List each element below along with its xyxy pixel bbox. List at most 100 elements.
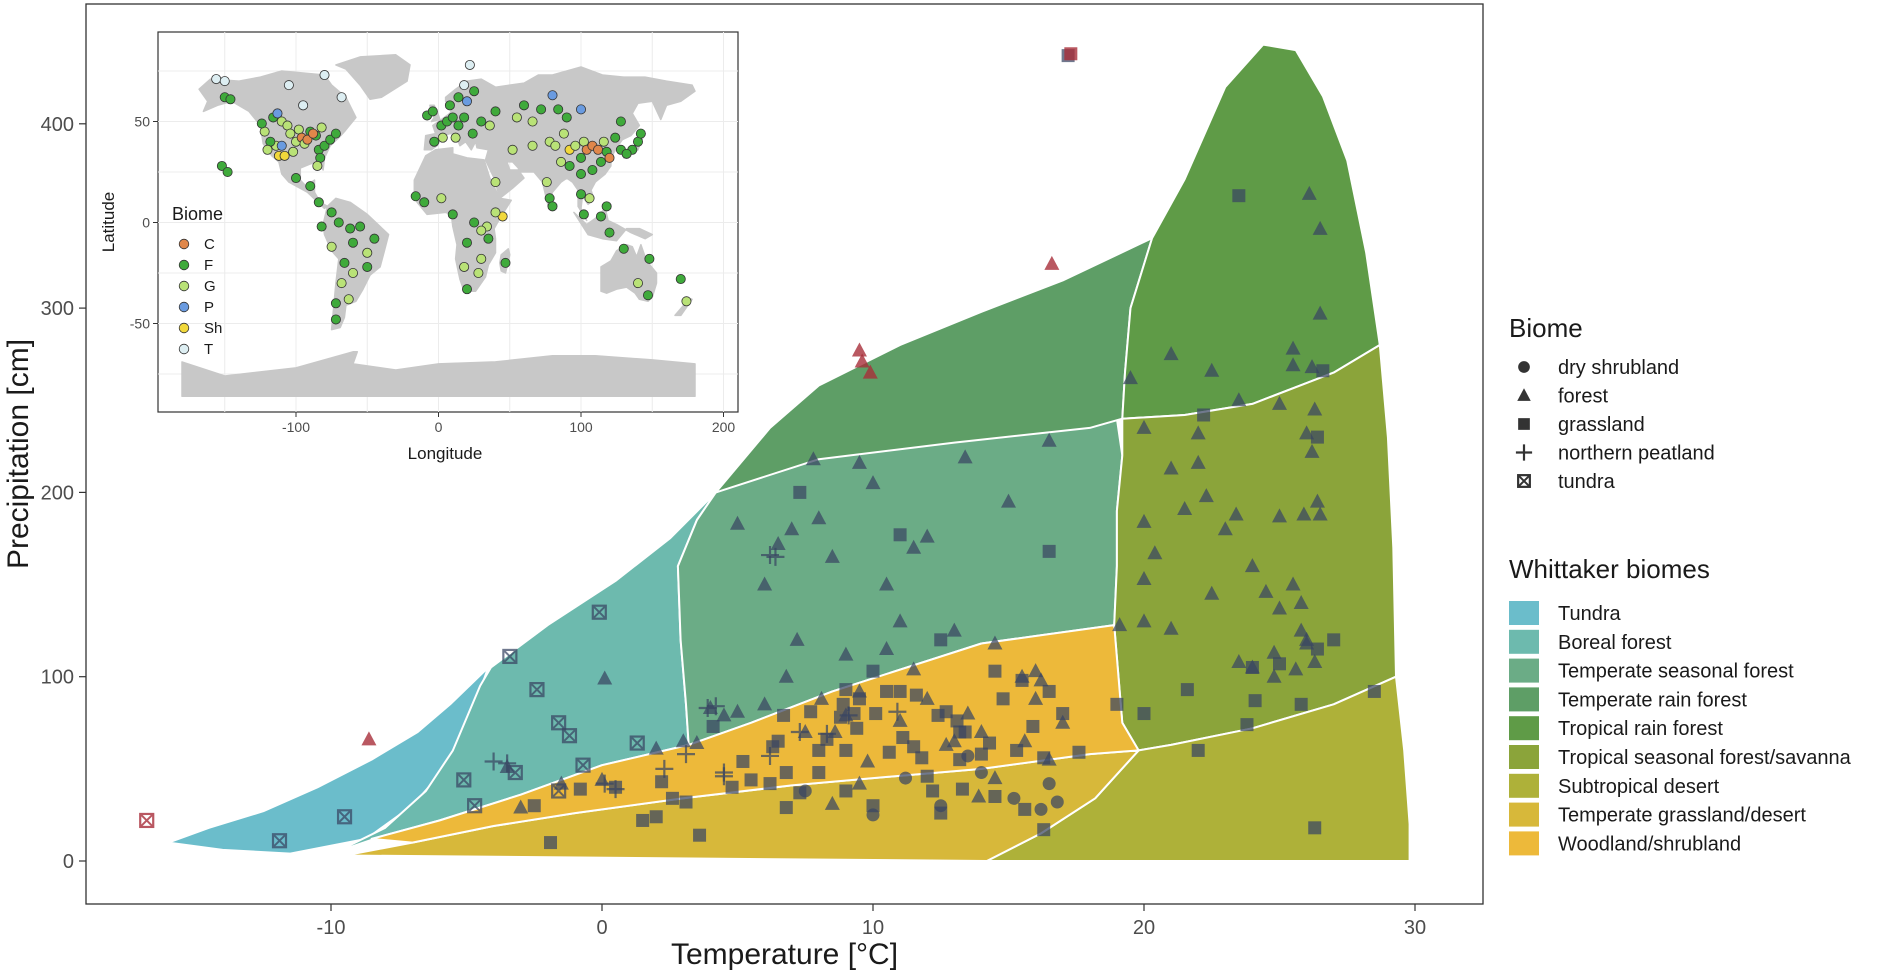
x-tick-label: 10 bbox=[862, 917, 884, 939]
inset-site bbox=[483, 233, 494, 244]
point-square bbox=[779, 766, 793, 780]
point-triangle bbox=[906, 539, 922, 554]
point-square bbox=[931, 708, 945, 722]
inset-site bbox=[437, 132, 448, 143]
inset-site bbox=[469, 217, 480, 228]
point-triangle bbox=[1312, 506, 1328, 521]
point-triangle bbox=[1198, 488, 1214, 503]
inset-legend-label: C bbox=[204, 236, 215, 253]
point-square bbox=[1110, 697, 1124, 711]
point-triangle bbox=[1147, 545, 1163, 560]
inset-site bbox=[593, 144, 604, 155]
land-antarctica bbox=[181, 351, 696, 397]
inset-site bbox=[326, 241, 337, 252]
inset-site bbox=[576, 189, 587, 200]
point-square bbox=[1072, 745, 1086, 759]
inset-site bbox=[336, 92, 347, 103]
point-triangle bbox=[1288, 661, 1304, 676]
point-square bbox=[915, 751, 929, 765]
point-triangle bbox=[1312, 305, 1328, 320]
point-triangle bbox=[892, 712, 908, 727]
inset-site bbox=[447, 112, 458, 123]
inset-site bbox=[216, 160, 227, 171]
point-circle bbox=[1007, 791, 1021, 805]
inset-site bbox=[339, 257, 350, 268]
inset-site bbox=[500, 257, 511, 268]
point-triangle bbox=[1312, 220, 1328, 235]
point-square bbox=[1197, 408, 1211, 422]
point-triangle bbox=[838, 646, 854, 661]
point-triangle bbox=[1272, 600, 1287, 615]
point-square bbox=[882, 745, 896, 759]
inset-site bbox=[333, 217, 344, 228]
inset-sites bbox=[211, 59, 692, 325]
point-triangle bbox=[1122, 370, 1138, 385]
point-triangle bbox=[784, 521, 800, 536]
point-square bbox=[983, 736, 997, 750]
inset-map: -100 0 100 200 -50 0 50 Longitude Latitude Biome C… bbox=[99, 31, 739, 463]
land-greenland bbox=[335, 54, 411, 101]
inset-site bbox=[283, 80, 294, 91]
point-square bbox=[736, 754, 750, 768]
inset-site bbox=[476, 225, 487, 236]
point-triangle bbox=[851, 454, 867, 469]
point-triangle bbox=[1177, 500, 1193, 515]
inset-x-tick-label: -100 bbox=[282, 419, 310, 435]
point-triangle bbox=[1296, 506, 1312, 521]
point-square bbox=[744, 773, 758, 787]
point-boxx bbox=[502, 648, 518, 665]
point-plus bbox=[677, 745, 696, 764]
point-triangle bbox=[1136, 419, 1152, 434]
inset-site bbox=[276, 140, 287, 151]
point-square bbox=[544, 836, 558, 850]
inset-site bbox=[511, 112, 522, 123]
point-triangle bbox=[957, 449, 973, 464]
point-circle bbox=[1034, 802, 1048, 816]
point-triangle bbox=[1204, 362, 1220, 377]
inset-site bbox=[347, 267, 358, 278]
y-axis-title: Precipitation [cm] bbox=[2, 339, 35, 569]
inset-legend-key bbox=[178, 343, 190, 355]
point-plus bbox=[888, 702, 907, 721]
legend-whittaker-label: Tropical rain forest bbox=[1558, 718, 1723, 740]
point-boxx bbox=[271, 833, 288, 849]
point-plus bbox=[761, 746, 780, 765]
inset-x-tick-label: 0 bbox=[435, 419, 443, 435]
point-triangle bbox=[1266, 644, 1282, 659]
point-square bbox=[779, 801, 793, 815]
point-square bbox=[1015, 673, 1029, 687]
inset-site bbox=[527, 140, 538, 151]
legend-biome-label: northern peatland bbox=[1558, 443, 1715, 465]
point-square bbox=[1248, 694, 1262, 708]
point-triangle bbox=[1307, 653, 1323, 668]
point-square bbox=[1273, 657, 1286, 671]
point-square bbox=[777, 708, 791, 722]
point-triangle bbox=[778, 668, 794, 683]
point-boxx bbox=[467, 798, 483, 814]
legend-swatch bbox=[1509, 773, 1539, 798]
point-triangle bbox=[879, 576, 895, 591]
inset-site bbox=[312, 160, 323, 171]
point-triangle bbox=[824, 795, 840, 810]
point-square bbox=[1056, 707, 1070, 721]
point-triangle bbox=[892, 613, 908, 628]
point-square bbox=[1310, 642, 1324, 656]
point-square bbox=[896, 731, 910, 745]
inset-site bbox=[476, 116, 487, 127]
inset-site bbox=[285, 128, 296, 139]
inset-site bbox=[436, 193, 447, 204]
legend-whittaker-label: Woodland/shrubland bbox=[1558, 833, 1741, 855]
point-triangle bbox=[1304, 443, 1320, 458]
point-triangle bbox=[1266, 668, 1282, 683]
inset-site bbox=[576, 152, 587, 163]
point-circle bbox=[899, 771, 913, 785]
point-square bbox=[909, 688, 923, 702]
point-triangle bbox=[860, 753, 876, 768]
point-triangle bbox=[1304, 359, 1320, 374]
point-plus bbox=[714, 763, 733, 782]
inset-site bbox=[290, 173, 301, 184]
point-boxx bbox=[507, 764, 523, 781]
x-axis-title: Temperature [°C] bbox=[671, 938, 898, 971]
legend-whittaker-label: Temperate rain forest bbox=[1558, 689, 1747, 711]
